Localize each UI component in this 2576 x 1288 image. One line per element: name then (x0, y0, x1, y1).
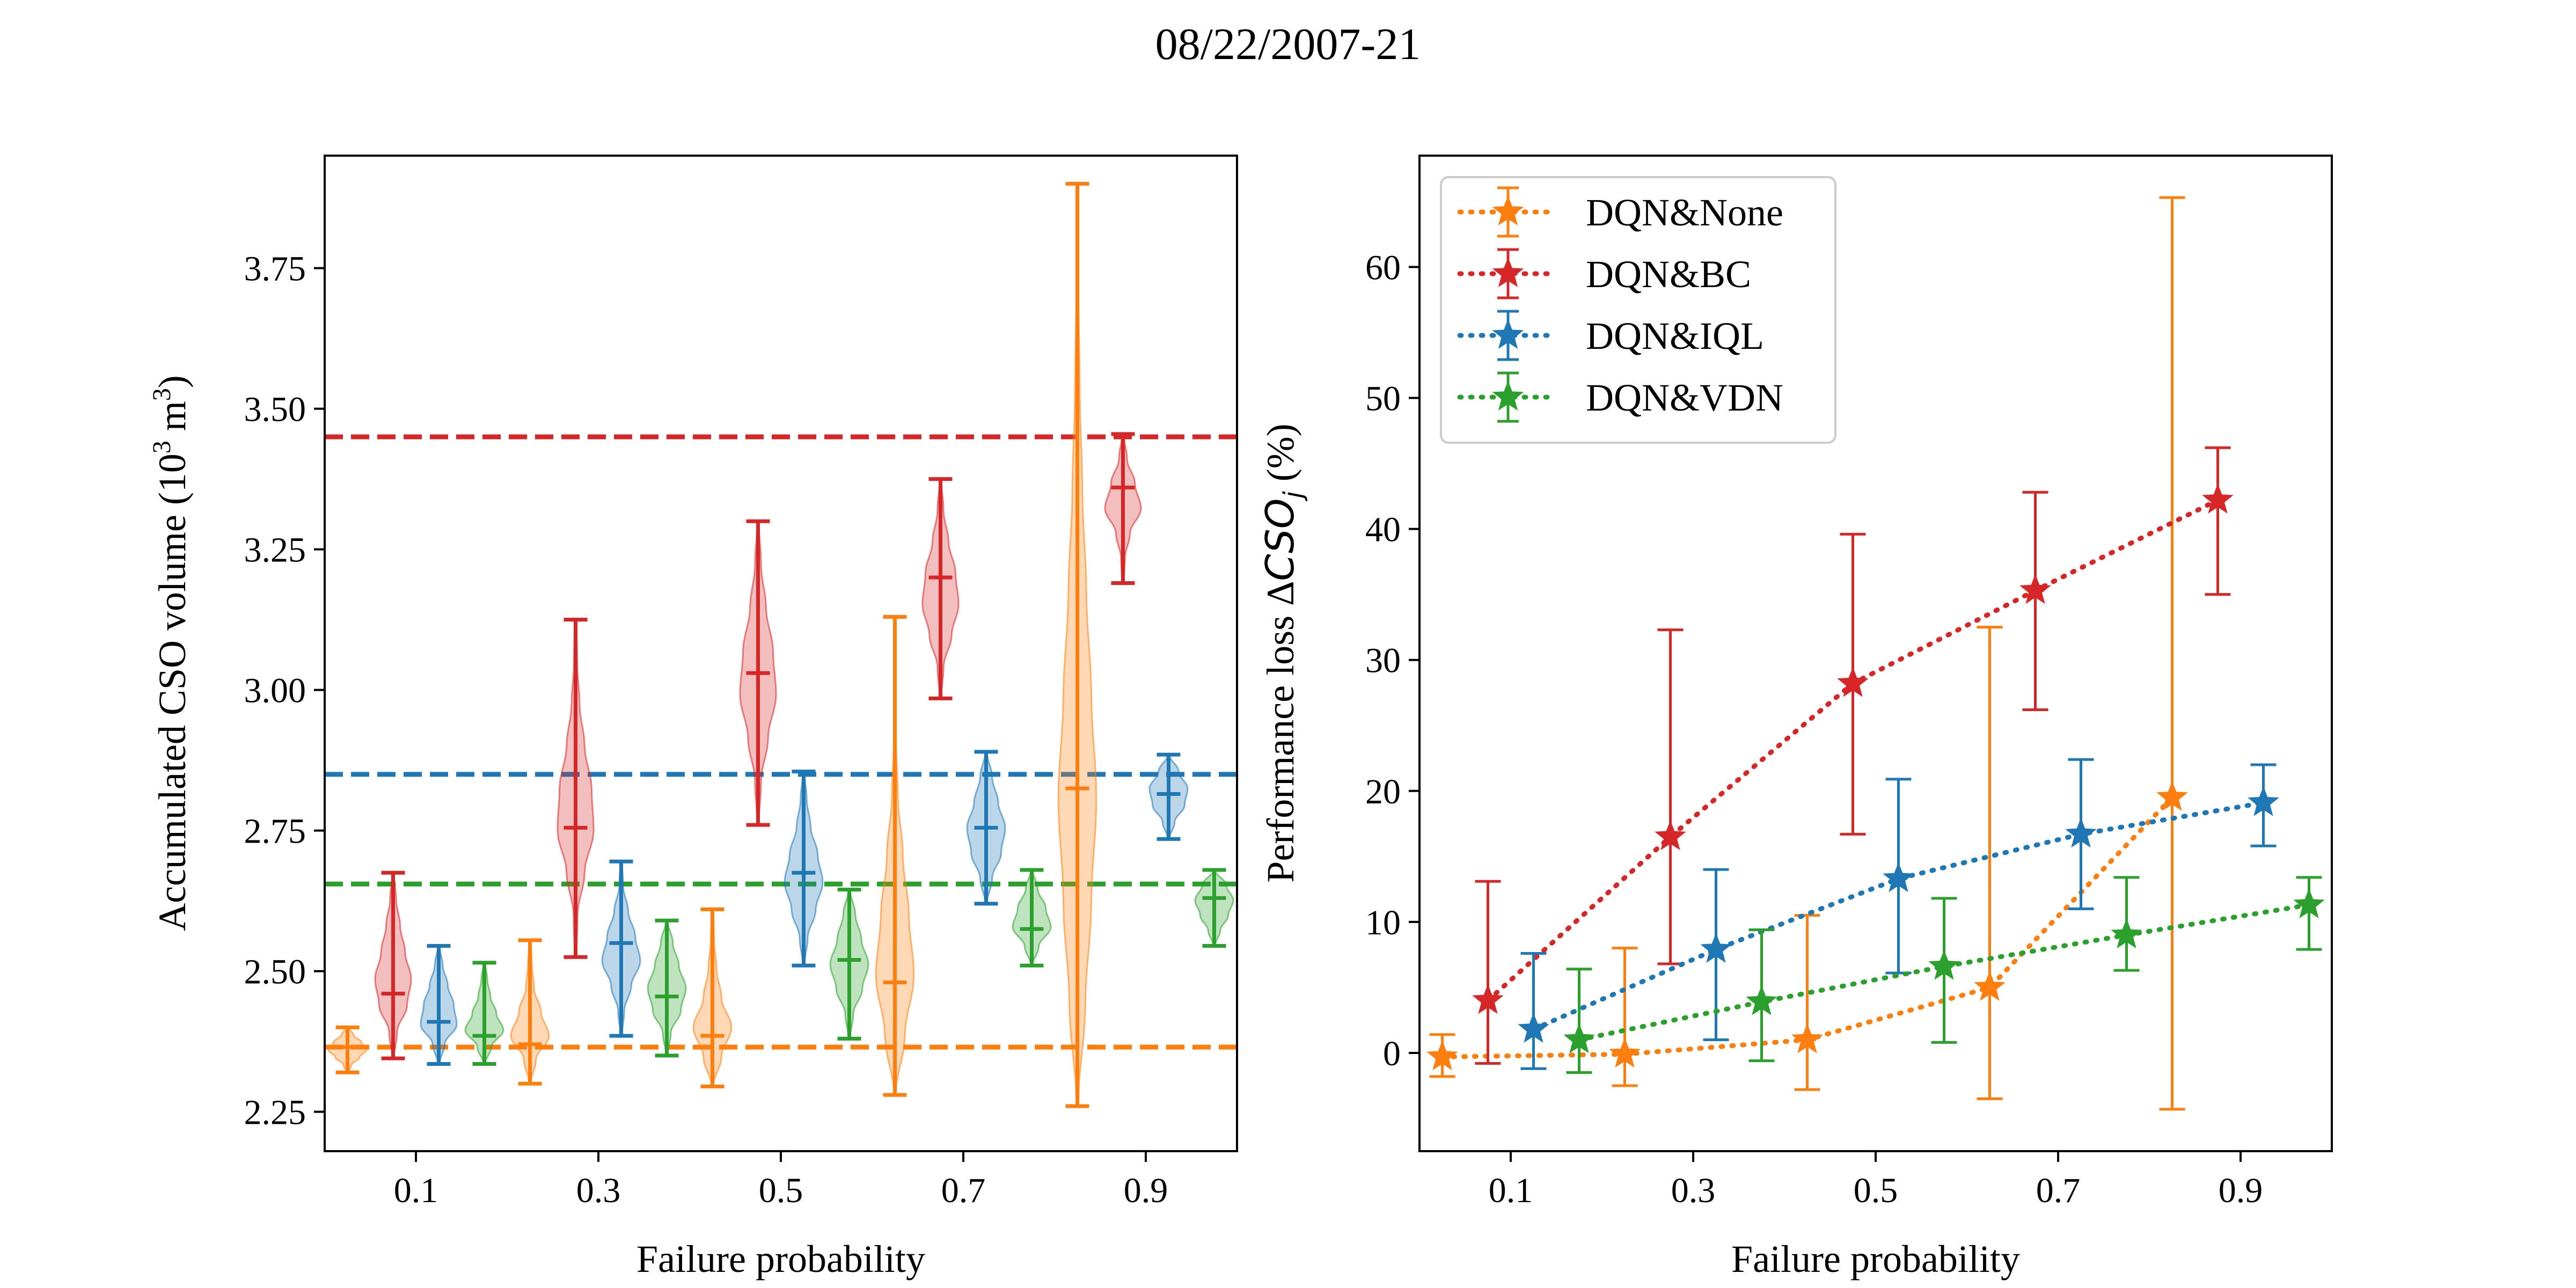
series-iql (1518, 758, 2279, 1070)
performance-x-tick-label: 0.5 (1854, 1171, 1898, 1210)
data-point-star (2111, 918, 2142, 949)
legend-star-icon (1492, 380, 1524, 411)
data-point-star (1928, 950, 1960, 980)
violin-axis-ticks: 0.1 0.3 0.5 0.7 0.9 2.25 2.50 2.75 3.00 3.25 3.50 3… (244, 250, 1168, 1210)
violin-chart-frame (324, 155, 1238, 1152)
data-point-star (1791, 1023, 1823, 1053)
violin-chart: 0.1 0.3 0.5 0.7 0.9 2.25 2.50 2.75 3.00 3.25 3.50 3… (148, 155, 1238, 1280)
legend-star-icon (1492, 195, 1524, 225)
performance-axis-ticks: 0.1 0.3 0.5 0.7 0.9 0 10 20 30 40 50 60 (1365, 248, 2263, 1210)
data-point-star (1472, 984, 1504, 1014)
performance-x-tick-label: 0.7 (2036, 1171, 2081, 1210)
performance-y-axis-label: Performance loss ΔCSOj (%) (1257, 423, 1308, 882)
violin-x-tick-label: 0.1 (394, 1171, 438, 1210)
data-point-star (2293, 888, 2325, 919)
violin-x-tick-label: 0.5 (759, 1171, 803, 1210)
performance-loss-chart: 0.1 0.3 0.5 0.7 0.9 0 10 20 30 40 50 60 Failure pro… (1257, 155, 2333, 1280)
violin-y-tick-label: 3.75 (244, 250, 306, 289)
performance-x-tick-label: 0.3 (1671, 1171, 1716, 1210)
data-point-star (1746, 985, 1777, 1015)
data-point-star (2248, 786, 2279, 816)
performance-y-tick-label: 10 (1365, 903, 1401, 942)
legend-label: DQN&None (1586, 191, 1783, 234)
legend-item-none: DQN&None (1457, 186, 1783, 238)
legend-item-iql: DQN&IQL (1457, 310, 1764, 361)
violin-y-tick-label: 3.00 (244, 671, 306, 711)
performance-x-tick-label: 0.1 (1489, 1171, 1533, 1210)
performance-y-tick-label: 50 (1365, 379, 1401, 419)
violin-x-axis-label: Failure probability (636, 1238, 925, 1280)
data-point-star (2202, 484, 2234, 514)
performance-plot-area (1426, 196, 2325, 1111)
violin-x-tick-label: 0.9 (1124, 1171, 1168, 1210)
performance-y-tick-label: 60 (1365, 248, 1401, 287)
performance-y-tick-label: 30 (1365, 641, 1401, 680)
data-point-star (1655, 820, 1686, 851)
performance-y-tick-label: 40 (1365, 510, 1401, 550)
violin-y-axis-label: Accumulated CSO volume (103 m3) (148, 375, 194, 931)
performance-y-tick-label: 20 (1365, 772, 1401, 811)
series-vdn (1563, 876, 2325, 1074)
violin-y-tick-label: 2.75 (244, 812, 306, 851)
legend: DQN&None DQN&BC DQN&IQL DQN&VDN (1440, 176, 1836, 444)
legend-item-bc: DQN&BC (1457, 248, 1751, 299)
data-point-star (1700, 933, 1732, 963)
violin-y-tick-label: 2.25 (244, 1093, 306, 1132)
legend-item-vdn: DQN&VDN (1457, 371, 1783, 423)
data-point-star (2065, 817, 2097, 848)
data-point-star (2156, 781, 2188, 811)
data-point-star (1518, 1013, 1549, 1043)
data-point-star (1883, 862, 1914, 892)
performance-x-tick-label: 0.9 (2219, 1171, 2263, 1210)
violin-y-tick-label: 3.50 (244, 390, 306, 429)
legend-label: DQN&VDN (1586, 376, 1783, 419)
figure-title: 08/22/2007-21 (1155, 19, 1421, 69)
violin-plot-area (325, 181, 1237, 1108)
data-point-star (1426, 1040, 1458, 1071)
data-point-star (1609, 1037, 1641, 1068)
legend-star-icon (1492, 257, 1524, 287)
legend-label: DQN&IQL (1586, 314, 1764, 357)
legend-star-icon (1492, 319, 1524, 349)
series-bc (1472, 446, 2234, 1065)
violin-x-tick-label: 0.3 (576, 1171, 621, 1210)
performance-x-axis-label: Failure probability (1731, 1238, 2020, 1280)
violin-y-tick-label: 2.50 (244, 953, 306, 992)
violin-x-tick-label: 0.7 (941, 1171, 986, 1210)
series-none (1426, 196, 2188, 1111)
violin-y-tick-label: 3.25 (244, 531, 306, 570)
legend-box (1440, 176, 1836, 444)
data-point-star (2019, 574, 2051, 604)
data-point-star (1563, 1023, 1595, 1053)
data-point-star (1974, 971, 2006, 1001)
legend-label: DQN&BC (1586, 253, 1751, 296)
performance-y-tick-label: 0 (1383, 1034, 1401, 1073)
data-point-star (1837, 667, 1869, 697)
